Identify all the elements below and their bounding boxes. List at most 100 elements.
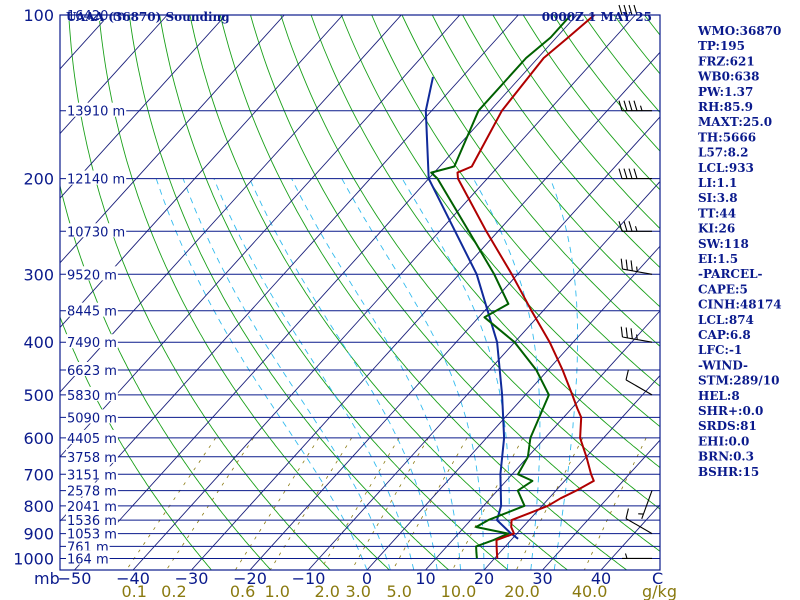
isotherm <box>425 310 660 570</box>
grid <box>60 15 660 570</box>
index-item: EHI:0.0 <box>698 434 749 448</box>
moist-adiabat <box>549 178 579 570</box>
isotherm <box>191 51 660 570</box>
height-label-bg <box>66 409 118 424</box>
index-item: STM:289/10 <box>698 374 779 388</box>
index-item: L57:8.2 <box>698 146 748 160</box>
pressure-tick-label: 700 <box>23 465 54 484</box>
height-label-bg <box>66 538 110 553</box>
pressure-tick-label: 200 <box>23 170 54 189</box>
isotherm <box>366 245 660 570</box>
index-item: -WIND- <box>698 358 748 372</box>
index-item: LCL:933 <box>698 161 754 175</box>
height-label-bg <box>66 448 118 463</box>
height-label: 13910 m <box>67 105 125 120</box>
isotherm <box>60 15 402 393</box>
profiles <box>424 15 595 559</box>
height-label-bg <box>66 7 127 21</box>
mixing-ratio-tick-label: 0.6 <box>230 582 255 600</box>
chart-title: UAAA (36870) Sounding <box>66 10 230 24</box>
index-item: KI:26 <box>698 222 735 236</box>
parcel-trace <box>424 76 519 540</box>
height-label-bg <box>66 334 118 349</box>
moist-adiabat <box>213 178 415 570</box>
pressure-unit-label: mb <box>34 569 60 588</box>
index-item: CAPE:5 <box>698 282 748 296</box>
dry-adiabat <box>462 15 660 269</box>
isotherm <box>60 15 461 458</box>
index-item: SHR+:0.0 <box>698 404 763 418</box>
isotherm <box>483 374 660 570</box>
temperature-tick-label: −20 <box>233 569 267 588</box>
height-label: 2578 m <box>67 485 117 500</box>
dry-adiabat <box>371 15 660 387</box>
index-item: LI:1.1 <box>698 176 737 190</box>
isotherm <box>60 15 285 264</box>
dry-adiabat <box>340 15 660 428</box>
isotherm <box>308 180 660 570</box>
temperature-tick-label: 40 <box>591 569 611 588</box>
wind-barbs <box>618 4 653 560</box>
wind-barb <box>618 100 652 112</box>
mixing-ratio-tick-label: 20.0 <box>504 582 540 600</box>
height-label: 164 m <box>67 552 109 567</box>
height-label-bg <box>66 429 118 444</box>
height-label: 5090 m <box>67 411 117 426</box>
height-label-bg <box>66 512 118 527</box>
height-label: 16420 m <box>67 9 125 24</box>
temperature-tick-label: 20 <box>474 569 494 588</box>
moist-adiabat <box>473 178 541 570</box>
height-label: 9520 m <box>67 268 117 283</box>
index-item: TT:44 <box>698 206 736 220</box>
isotherm <box>60 15 344 329</box>
wind-barb <box>620 326 653 343</box>
index-item: PW:1.37 <box>698 85 753 99</box>
height-label-bg <box>66 497 118 512</box>
dry-adiabat <box>159 15 509 570</box>
temperature-tick-label: 30 <box>532 569 552 588</box>
mixing-ratio-tick-label: 10.0 <box>441 582 477 600</box>
index-item: SRDS:81 <box>698 419 757 433</box>
index-item: RH:85.9 <box>698 100 753 114</box>
temperature-trace <box>456 15 595 559</box>
height-label: 3758 m <box>67 451 117 466</box>
index-item: HEL:8 <box>698 389 740 403</box>
moist-adiabat <box>182 178 391 570</box>
temperature-tick-label: −50 <box>58 569 92 588</box>
height-label: 3151 m <box>67 468 117 483</box>
height-label-bg <box>66 223 127 238</box>
isotherm <box>60 15 227 199</box>
height-label: 1536 m <box>67 514 117 529</box>
moist-adiabat <box>155 178 368 570</box>
temperature-tick-label: −30 <box>175 569 209 588</box>
index-item: -PARCEL- <box>698 267 763 281</box>
height-label-bg <box>66 266 118 281</box>
isotherm <box>542 439 660 570</box>
pressure-tick-label: 100 <box>23 6 54 25</box>
isotherm <box>132 15 636 570</box>
temperature-tick-label: −40 <box>116 569 150 588</box>
height-label: 4405 m <box>67 432 117 447</box>
isotherm <box>249 116 660 570</box>
moist-adiabat <box>341 178 485 570</box>
pressure-tick-label: 400 <box>23 333 54 352</box>
wind-barb <box>620 258 653 275</box>
index-item: LFC:-1 <box>698 343 742 357</box>
height-label: 10730 m <box>67 225 125 240</box>
index-item: TP:195 <box>698 39 745 53</box>
mixing-ratio-tick-label: 0.1 <box>121 582 146 600</box>
height-label-bg <box>66 170 127 185</box>
mixing-ratio-tick-label: 5.0 <box>386 582 411 600</box>
height-label-bg <box>66 525 118 540</box>
pressure-tick-label: 900 <box>23 525 54 544</box>
height-label-bg <box>66 302 118 317</box>
mixing-ratio-line <box>516 437 584 570</box>
dewpoint-trace <box>430 15 572 559</box>
height-label: 7490 m <box>67 336 117 351</box>
pressure-tick-label: 600 <box>23 429 54 448</box>
wind-barb <box>625 508 653 535</box>
dry-adiabat <box>280 15 660 510</box>
dry-adiabat <box>189 15 568 570</box>
wind-barb <box>638 490 653 519</box>
